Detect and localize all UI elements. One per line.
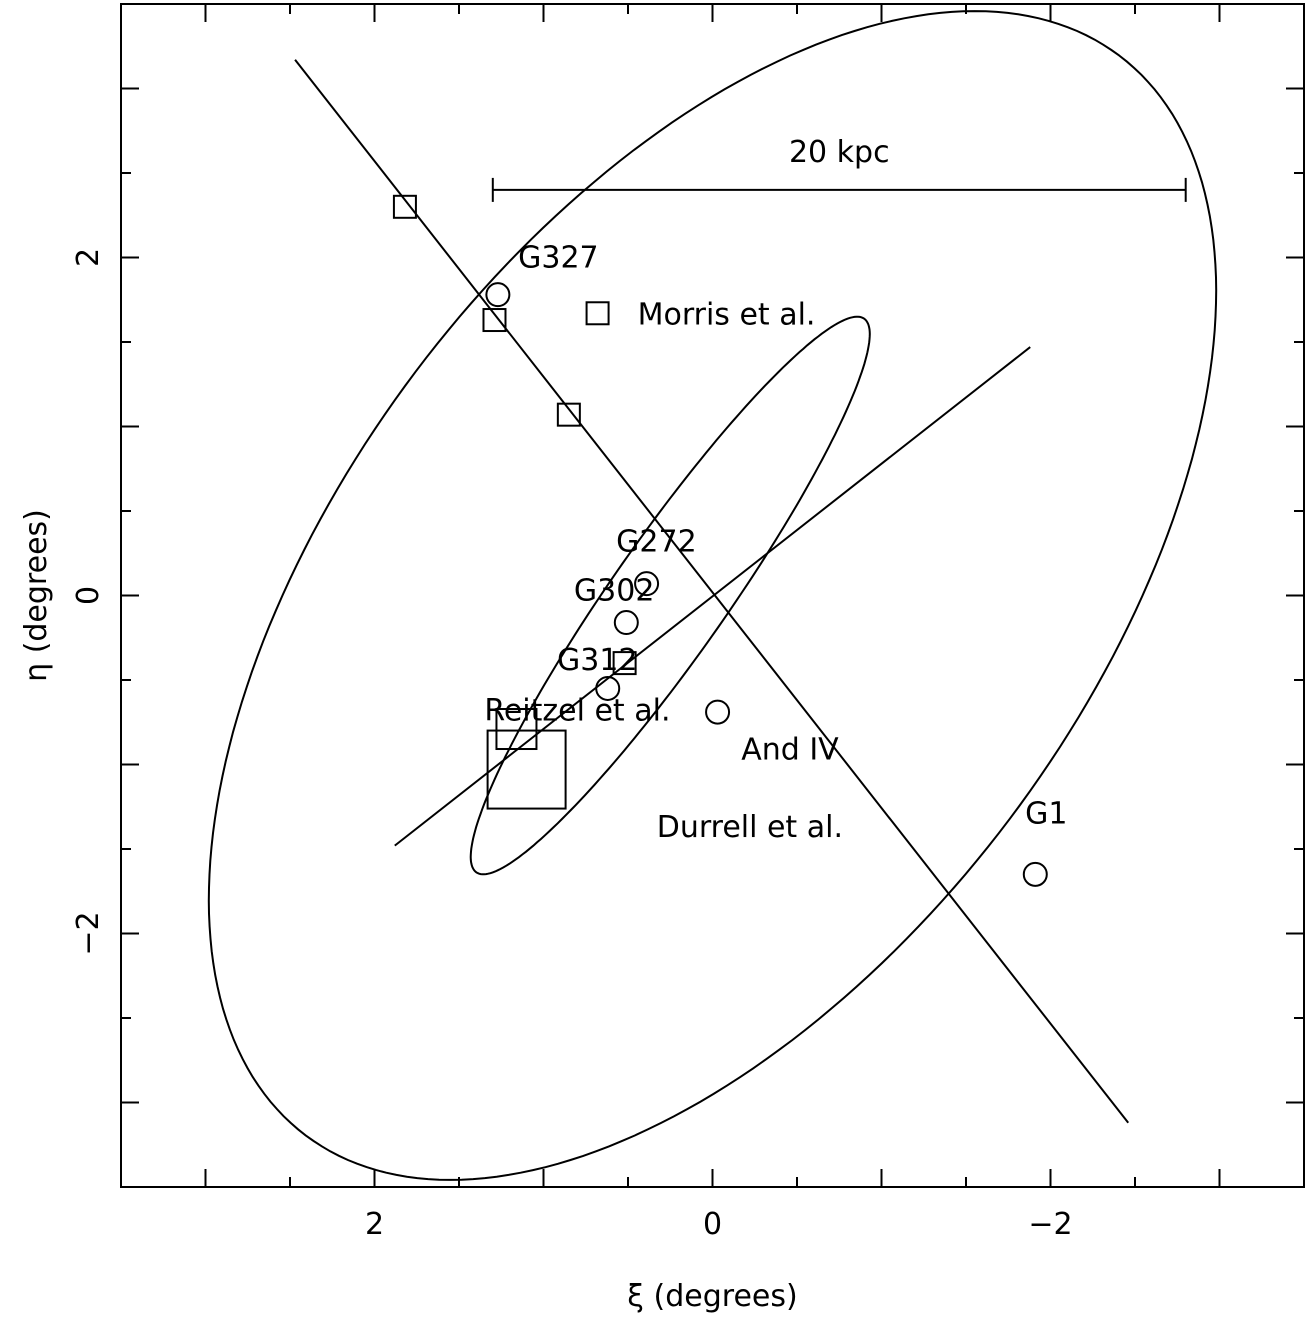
- ellipse-inner: [469, 315, 871, 876]
- square-marker: [612, 651, 637, 676]
- circle-marker: [634, 571, 660, 597]
- plot-curves: [207, 10, 1218, 1181]
- annotation-label: Reitzel et al.: [484, 694, 670, 729]
- square-marker: [392, 194, 417, 219]
- x-axis-label: ξ (degrees): [627, 1279, 797, 1314]
- scale-bar-label: 20 kpc: [789, 135, 890, 170]
- legend-label: Morris et al.: [638, 297, 816, 332]
- x-tick-label: 2: [365, 1207, 384, 1242]
- x-tick-label: 0: [703, 1207, 722, 1242]
- square-marker: [482, 308, 507, 333]
- y-axis-label: η (degrees): [19, 509, 54, 682]
- minor-axis-line: [394, 346, 1031, 847]
- square-marker: [495, 708, 538, 751]
- legend-square: [585, 301, 610, 326]
- circle-marker: [705, 699, 731, 725]
- y-tick-label: 0: [71, 586, 106, 605]
- annotation-label: G1: [1025, 797, 1067, 832]
- annotation-label: G272: [616, 525, 697, 560]
- x-tick-label: −2: [1028, 1207, 1072, 1242]
- circle-marker: [613, 610, 639, 636]
- plot-annotations: 20 kpc Morris et al. G327 G272 G302 G312 Reitz…: [484, 135, 1187, 845]
- annotation-label: G302: [574, 574, 655, 609]
- y-tick-label: 2: [71, 248, 106, 267]
- ellipse-outer: [207, 10, 1218, 1181]
- annotation-label: G327: [518, 241, 599, 276]
- annotation-label: And IV: [741, 732, 839, 767]
- circle-marker: [485, 282, 511, 308]
- annotation-label: Durrell et al.: [657, 810, 843, 845]
- plot-markers: [392, 194, 1048, 887]
- square-marker: [556, 402, 581, 427]
- major-axis-line: [294, 59, 1130, 1124]
- circle-marker: [595, 675, 621, 701]
- y-tick-label: −2: [71, 911, 106, 955]
- plot-frame: 2 0 −2 2 0 −2: [71, 3, 1305, 1242]
- circle-marker: [1022, 861, 1048, 887]
- annotation-label: G312: [557, 643, 638, 678]
- square-marker: [486, 729, 567, 810]
